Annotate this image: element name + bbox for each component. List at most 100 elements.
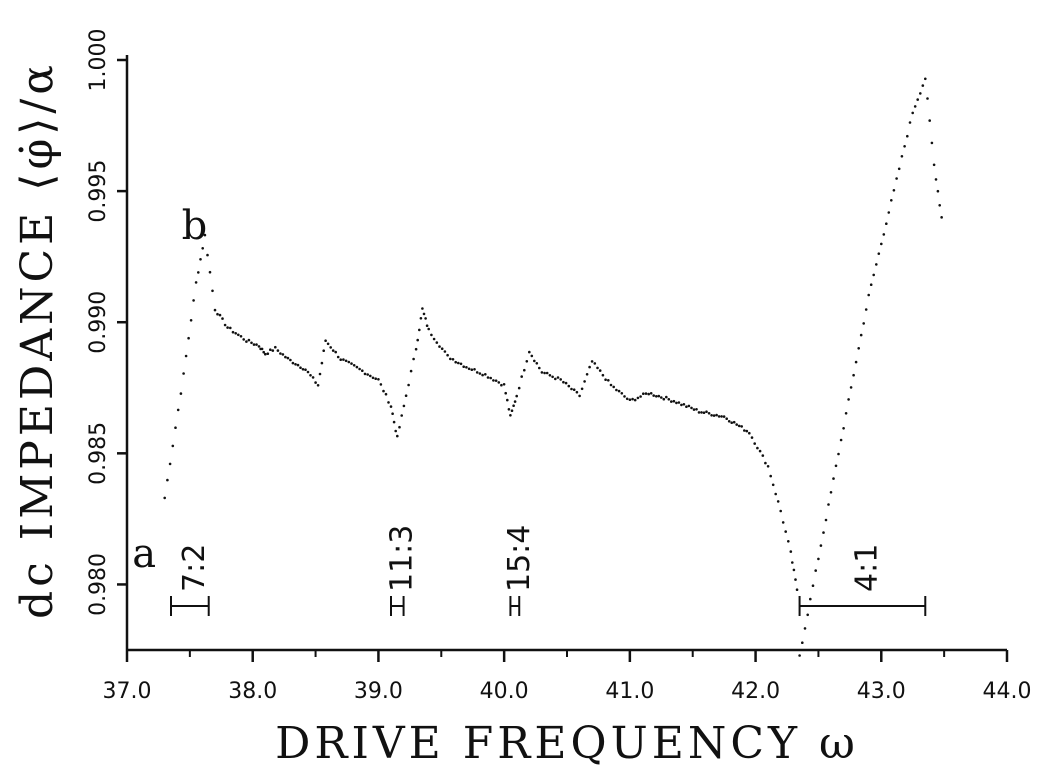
x-tick-label: 43.0 — [857, 679, 906, 704]
data-point — [771, 483, 775, 487]
data-point — [512, 404, 515, 408]
data-point — [435, 341, 439, 344]
data-point — [695, 408, 698, 411]
tick-marks — [117, 58, 1009, 662]
data-point — [936, 189, 940, 193]
data-point — [171, 444, 175, 448]
data-point — [548, 374, 552, 377]
data-point — [316, 384, 320, 387]
data-point — [199, 258, 202, 261]
data-point — [497, 381, 501, 384]
data-point — [859, 333, 863, 337]
data-point — [309, 374, 312, 377]
data-point — [578, 394, 581, 398]
data-point — [467, 367, 471, 371]
data-point — [226, 326, 229, 329]
interval-label: 11:3 — [384, 525, 419, 592]
data-point — [374, 377, 378, 381]
data-point — [556, 376, 560, 379]
text-labels: 37.0 38.0 39.0 40.0 41.0 42.0 43.0 44.0 0.980 0.9… — [12, 29, 1031, 768]
data-point — [593, 362, 597, 365]
data-marks — [163, 77, 943, 657]
data-point — [766, 465, 770, 468]
data-point — [284, 355, 287, 359]
data-point — [665, 395, 668, 399]
data-point — [753, 442, 756, 445]
data-point — [454, 360, 458, 364]
data-point — [662, 397, 666, 401]
data-point — [604, 378, 607, 382]
data-point — [887, 211, 891, 214]
point-label: b — [182, 203, 208, 249]
data-point — [837, 452, 840, 456]
data-point — [281, 353, 285, 356]
data-point — [554, 377, 557, 381]
data-point — [424, 317, 427, 320]
data-point — [849, 386, 853, 389]
data-point — [216, 312, 219, 316]
data-point — [924, 77, 927, 81]
data-point — [416, 338, 420, 342]
x-tick-label: 41.0 — [605, 679, 654, 704]
data-point — [229, 326, 232, 330]
data-point — [916, 98, 919, 101]
data-point — [506, 398, 509, 402]
data-point — [189, 319, 193, 322]
data-point — [425, 324, 429, 328]
data-point — [260, 347, 264, 351]
data-point — [234, 332, 237, 335]
data-point — [414, 347, 418, 351]
data-point — [710, 414, 713, 417]
data-point — [218, 313, 222, 317]
data-point — [347, 360, 351, 364]
data-point — [459, 362, 463, 366]
data-point — [824, 518, 828, 522]
data-point — [803, 627, 807, 630]
data-point — [213, 308, 217, 312]
data-point — [465, 366, 468, 369]
data-point — [607, 379, 610, 382]
data-point — [208, 270, 212, 274]
data-point — [179, 392, 183, 395]
x-tick-label: 44.0 — [983, 679, 1032, 704]
data-point — [730, 421, 733, 425]
data-point — [677, 401, 681, 404]
x-tick-label: 39.0 — [354, 679, 403, 704]
data-point — [301, 368, 305, 371]
data-point — [404, 394, 408, 398]
data-point — [245, 340, 248, 343]
data-point — [421, 307, 424, 310]
data-point — [176, 408, 180, 412]
data-point — [481, 373, 484, 377]
data-point — [670, 400, 673, 403]
data-point — [371, 376, 375, 380]
data-point — [507, 408, 511, 411]
data-point — [492, 379, 495, 382]
data-point — [623, 395, 626, 398]
x-tick-label: 42.0 — [731, 679, 780, 704]
data-point — [781, 521, 785, 524]
data-point — [906, 134, 909, 138]
data-point — [286, 356, 290, 360]
data-point — [361, 369, 364, 373]
data-point — [609, 383, 613, 387]
data-point — [192, 299, 195, 302]
data-point — [350, 362, 353, 365]
data-point — [187, 336, 190, 340]
interval-label: 4:1 — [849, 544, 884, 592]
data-point — [392, 420, 396, 424]
data-point — [819, 544, 823, 547]
data-point — [525, 360, 529, 363]
data-point — [398, 425, 401, 429]
data-point — [201, 247, 204, 250]
data-point — [885, 222, 888, 225]
data-point — [737, 424, 741, 428]
data-point — [732, 420, 736, 424]
data-point — [685, 405, 688, 409]
data-point — [451, 358, 455, 361]
data-point — [366, 373, 370, 376]
data-point — [304, 368, 307, 372]
data-point — [538, 366, 541, 370]
data-point — [857, 347, 860, 350]
data-point — [344, 359, 348, 363]
